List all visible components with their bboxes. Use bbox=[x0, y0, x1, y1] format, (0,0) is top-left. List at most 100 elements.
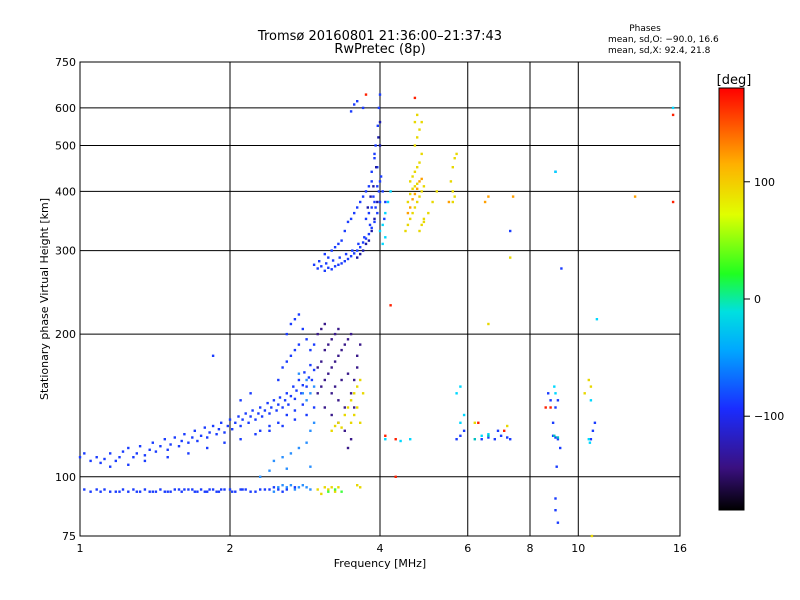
data-point bbox=[301, 327, 304, 331]
data-point bbox=[378, 144, 382, 147]
data-point bbox=[367, 232, 371, 236]
data-point bbox=[373, 152, 376, 156]
data-point bbox=[556, 436, 560, 439]
data-point bbox=[312, 385, 316, 388]
data-point bbox=[281, 366, 284, 369]
data-point bbox=[163, 490, 166, 493]
data-point bbox=[320, 327, 323, 331]
data-point bbox=[187, 488, 190, 491]
data-point bbox=[281, 456, 284, 459]
data-point bbox=[337, 242, 340, 246]
data-point bbox=[487, 436, 490, 439]
data-point bbox=[588, 441, 592, 444]
data-point bbox=[99, 490, 102, 493]
data-point bbox=[203, 490, 206, 493]
data-point bbox=[359, 343, 362, 346]
data-point bbox=[381, 223, 384, 227]
data-point bbox=[166, 448, 169, 451]
data-point bbox=[356, 366, 359, 369]
data-point bbox=[337, 354, 340, 357]
data-point bbox=[361, 249, 365, 252]
data-point bbox=[368, 223, 372, 227]
data-point bbox=[346, 220, 350, 224]
data-point bbox=[118, 456, 121, 459]
data-point bbox=[493, 438, 496, 441]
data-point bbox=[193, 429, 196, 432]
data-point bbox=[420, 152, 423, 156]
data-point bbox=[671, 113, 675, 117]
data-point bbox=[337, 263, 340, 266]
data-point bbox=[95, 456, 98, 459]
data-point bbox=[343, 413, 346, 417]
data-point bbox=[285, 332, 288, 336]
data-point bbox=[386, 200, 390, 204]
data-point bbox=[211, 354, 215, 357]
data-point bbox=[351, 249, 354, 252]
data-point bbox=[455, 392, 458, 395]
phases-x-stats: mean, sd,X: 92.4, 21.8 bbox=[608, 46, 711, 56]
data-point bbox=[373, 200, 376, 204]
data-point bbox=[159, 488, 162, 491]
data-point bbox=[633, 195, 637, 198]
data-point bbox=[83, 452, 86, 455]
data-point bbox=[309, 363, 312, 367]
data-point bbox=[418, 229, 421, 233]
data-point bbox=[337, 327, 340, 331]
data-point bbox=[376, 200, 379, 204]
data-point bbox=[199, 434, 203, 437]
data-point bbox=[411, 198, 414, 201]
data-point bbox=[287, 403, 290, 406]
data-point bbox=[148, 448, 151, 451]
data-point bbox=[453, 195, 456, 198]
data-point bbox=[285, 486, 288, 489]
data-point bbox=[340, 348, 343, 352]
data-point bbox=[418, 128, 421, 131]
data-point bbox=[187, 452, 190, 455]
data-point bbox=[377, 136, 380, 139]
data-point bbox=[263, 409, 267, 412]
data-point bbox=[330, 338, 333, 341]
data-point bbox=[376, 211, 379, 215]
data-point bbox=[272, 486, 276, 489]
data-point bbox=[473, 421, 476, 424]
data-point bbox=[89, 490, 92, 493]
data-point bbox=[416, 187, 419, 190]
y-tick-labels: 75 100 200 300 400 500 600 750 bbox=[55, 56, 76, 543]
data-point bbox=[364, 237, 368, 240]
data-point bbox=[305, 338, 308, 341]
data-point bbox=[349, 332, 353, 336]
data-point bbox=[359, 246, 362, 249]
data-point bbox=[305, 486, 308, 489]
data-point bbox=[343, 429, 346, 432]
data-point bbox=[356, 206, 359, 209]
y-axis-label: Stationary phase Virtual Height [km] bbox=[38, 198, 51, 400]
data-point bbox=[208, 431, 211, 434]
data-point bbox=[268, 412, 271, 415]
data-point bbox=[300, 392, 303, 395]
data-point bbox=[305, 385, 308, 388]
data-point bbox=[411, 187, 414, 190]
data-point bbox=[309, 429, 312, 432]
data-point bbox=[163, 438, 166, 441]
data-point bbox=[381, 242, 384, 246]
data-point bbox=[384, 236, 387, 239]
data-point bbox=[244, 412, 247, 415]
grid-lines bbox=[80, 62, 680, 536]
data-point bbox=[220, 421, 223, 424]
data-point bbox=[343, 229, 346, 233]
data-point bbox=[544, 406, 547, 409]
data-point bbox=[330, 413, 333, 417]
data-point bbox=[323, 322, 326, 326]
data-point bbox=[220, 488, 223, 491]
data-point bbox=[420, 223, 423, 227]
data-point bbox=[327, 490, 330, 493]
data-point bbox=[477, 421, 480, 424]
data-point bbox=[589, 438, 593, 441]
data-point bbox=[356, 100, 359, 103]
data-point bbox=[346, 406, 350, 409]
phases-o-stats: mean, sd,O: −90.0, 16.6 bbox=[608, 35, 719, 45]
data-point bbox=[330, 249, 333, 252]
data-point bbox=[237, 415, 240, 418]
data-point bbox=[177, 488, 181, 491]
data-point bbox=[356, 406, 359, 409]
